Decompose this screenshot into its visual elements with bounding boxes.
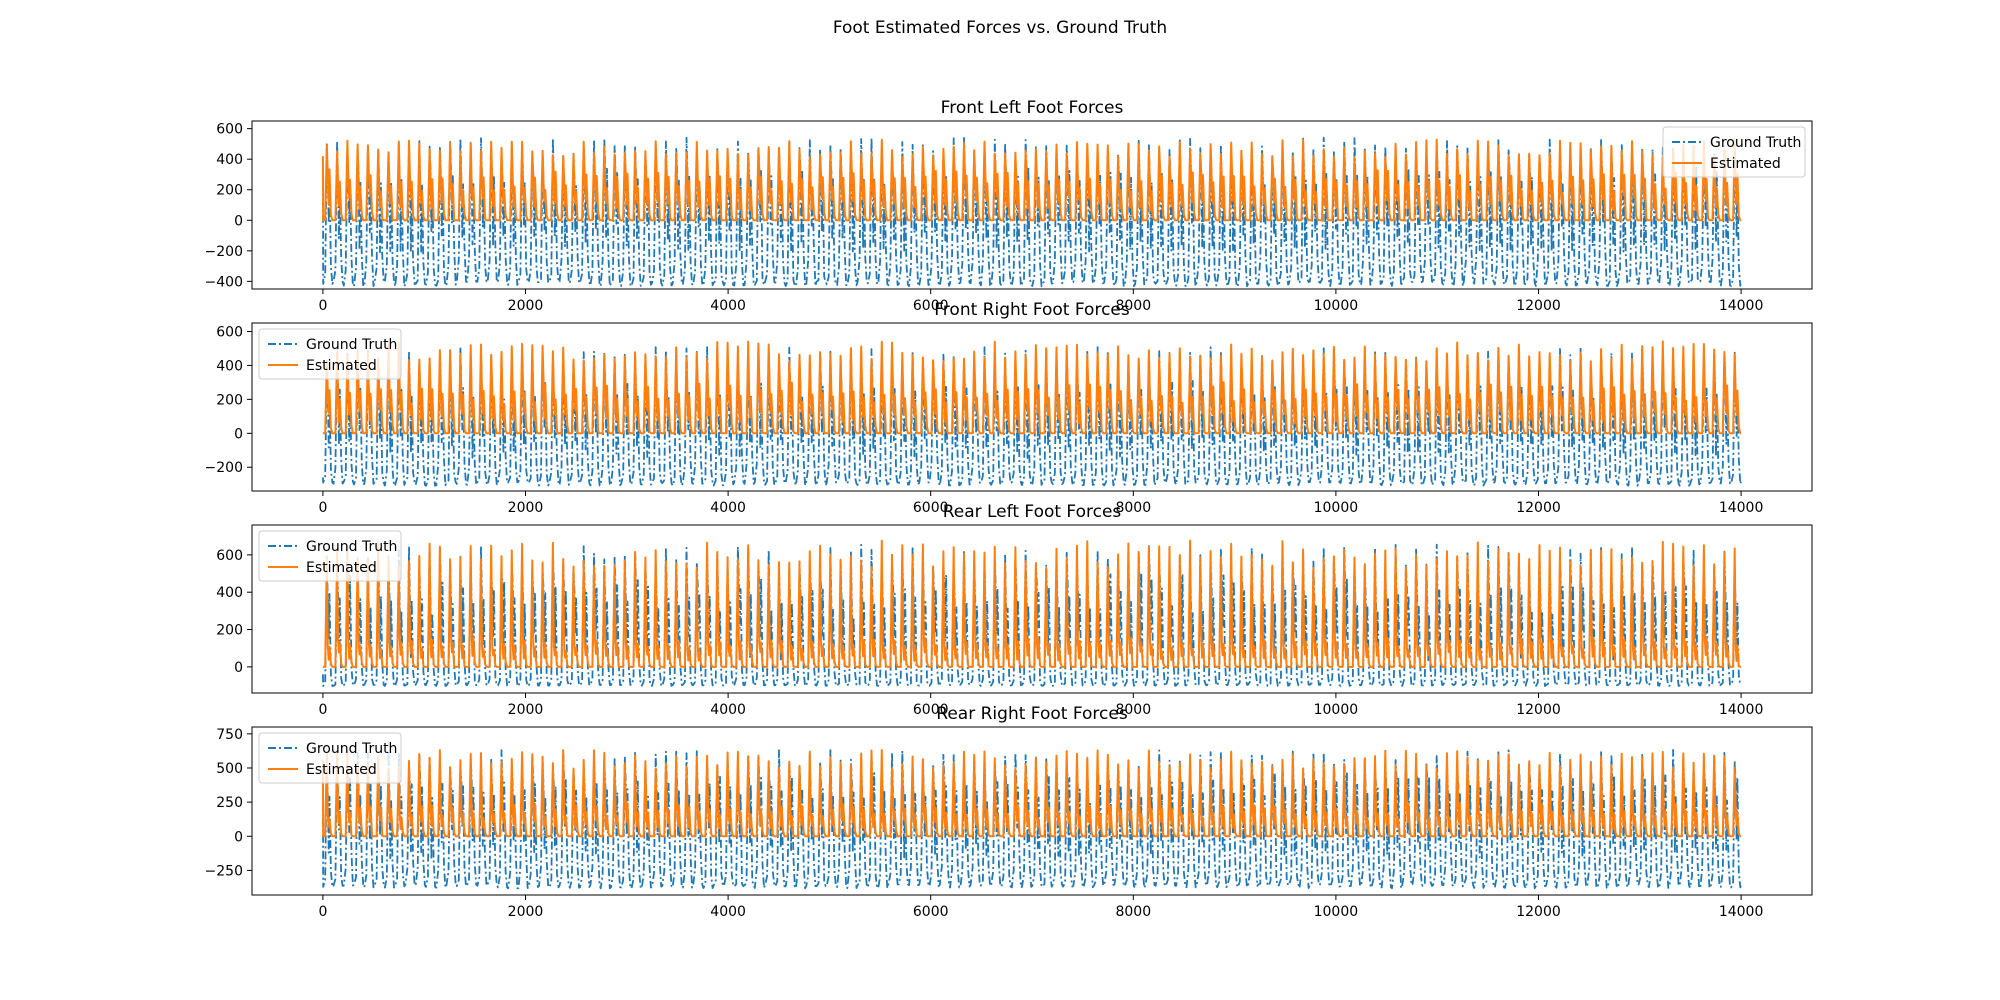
- subplot-title: Front Right Foot Forces: [934, 300, 1130, 320]
- x-tick-label: 8000: [1115, 702, 1151, 718]
- legend-label: Estimated: [306, 358, 377, 374]
- y-tick-label: 200: [216, 183, 243, 199]
- y-tick-label: 0: [234, 426, 243, 442]
- x-tick-label: 4000: [710, 702, 746, 718]
- x-tick-label: 4000: [710, 500, 746, 516]
- x-tick-label: 0: [318, 500, 327, 516]
- legend: Ground Truth Estimated: [258, 328, 402, 380]
- figure-title: Foot Estimated Forces vs. Ground Truth: [833, 18, 1167, 38]
- legend-frame: [258, 530, 402, 582]
- x-tick-label: 6000: [913, 904, 949, 920]
- x-tick-label: 14000: [1719, 298, 1764, 314]
- y-tick-label: 600: [216, 324, 243, 340]
- y-tick-label: 0: [234, 213, 243, 229]
- x-tick-label: 8000: [1115, 904, 1151, 920]
- y-tick-label: 500: [216, 761, 243, 777]
- x-tick-label: 12000: [1516, 904, 1561, 920]
- x-tick-label: 14000: [1719, 904, 1764, 920]
- legend-label: Ground Truth: [1710, 135, 1801, 151]
- x-tick-label: 2000: [508, 298, 544, 314]
- subplot-title: Rear Right Foot Forces: [936, 704, 1128, 724]
- subplot-2: 0 2000 4000 6000 8000 10000 12000 14000−2000200…: [205, 300, 1813, 516]
- y-tick-label: −250: [205, 863, 243, 879]
- series-line-estimated: [322, 539, 1742, 668]
- legend-label: Ground Truth: [306, 539, 397, 555]
- x-tick-label: 4000: [710, 298, 746, 314]
- subplot-1: 0 2000 4000 6000 8000 10000 12000 14000−400−200…: [205, 98, 1813, 314]
- y-tick-label: 400: [216, 585, 243, 601]
- x-tick-label: 6000: [913, 500, 949, 516]
- legend-frame: [258, 328, 402, 380]
- legend-label: Ground Truth: [306, 337, 397, 353]
- y-tick-label: −200: [205, 460, 243, 476]
- x-tick-label: 2000: [508, 702, 544, 718]
- axes-frame: [251, 322, 1813, 492]
- axes-frame: [251, 524, 1813, 694]
- y-tick-label: −400: [205, 274, 243, 290]
- subplot-4: 0 2000 4000 6000 8000 10000 12000 14000 −250 0 250…: [205, 704, 1813, 920]
- y-tick-label: 200: [216, 623, 243, 639]
- y-tick-label: 200: [216, 392, 243, 408]
- y-tick-label: 250: [216, 795, 243, 811]
- y-tick-label: 600: [216, 548, 243, 564]
- subplot-title: Front Left Foot Forces: [941, 98, 1124, 118]
- series-line-estimated: [321, 749, 1742, 838]
- series-line-ground-truth: [322, 136, 1742, 288]
- y-tick-label: −200: [205, 244, 243, 260]
- x-tick-label: 0: [318, 904, 327, 920]
- y-tick-label: 400: [216, 152, 243, 168]
- x-tick-label: 10000: [1314, 904, 1359, 920]
- legend-frame: [258, 732, 402, 784]
- series-line-estimated: [322, 340, 1742, 435]
- legend-label: Estimated: [1710, 156, 1781, 172]
- legend-frame: [1662, 126, 1806, 178]
- legend: Ground Truth Estimated: [1662, 126, 1806, 178]
- y-tick-label: 600: [216, 122, 243, 138]
- series-line-ground-truth: [322, 346, 1742, 487]
- y-tick-label: 0: [234, 660, 243, 676]
- series-line-estimated: [321, 138, 1742, 222]
- y-tick-label: 750: [216, 727, 243, 743]
- x-tick-label: 4000: [710, 904, 746, 920]
- x-tick-label: 10000: [1314, 298, 1359, 314]
- x-tick-label: 12000: [1516, 298, 1561, 314]
- x-tick-label: 2000: [508, 904, 544, 920]
- series-line-ground-truth: [322, 749, 1742, 890]
- legend-label: Estimated: [306, 762, 377, 778]
- x-tick-label: 6000: [913, 298, 949, 314]
- legend-label: Estimated: [306, 560, 377, 576]
- y-tick-label: 400: [216, 358, 243, 374]
- axes-frame: [251, 120, 1813, 290]
- x-tick-label: 0: [318, 298, 327, 314]
- x-tick-label: 2000: [508, 500, 544, 516]
- x-tick-label: 10000: [1314, 702, 1359, 718]
- x-tick-label: 10000: [1314, 500, 1359, 516]
- y-tick-label: 0: [234, 829, 243, 845]
- legend-label: Ground Truth: [306, 741, 397, 757]
- x-tick-label: 0: [318, 702, 327, 718]
- x-tick-label: 12000: [1516, 702, 1561, 718]
- legend: Ground Truth Estimated: [258, 530, 402, 582]
- axes-frame: [251, 726, 1813, 896]
- x-tick-label: 14000: [1719, 500, 1764, 516]
- x-tick-label: 8000: [1115, 298, 1151, 314]
- x-tick-label: 8000: [1115, 500, 1151, 516]
- subplot-3: 0 2000 4000 6000 8000 10000 12000 1400002004006…: [216, 502, 1813, 718]
- x-tick-label: 12000: [1516, 500, 1561, 516]
- x-tick-label: 14000: [1719, 702, 1764, 718]
- subplot-title: Rear Left Foot Forces: [943, 502, 1122, 522]
- series-line-ground-truth: [322, 543, 1742, 687]
- legend: Ground Truth Estimated: [258, 732, 402, 784]
- x-tick-label: 6000: [913, 702, 949, 718]
